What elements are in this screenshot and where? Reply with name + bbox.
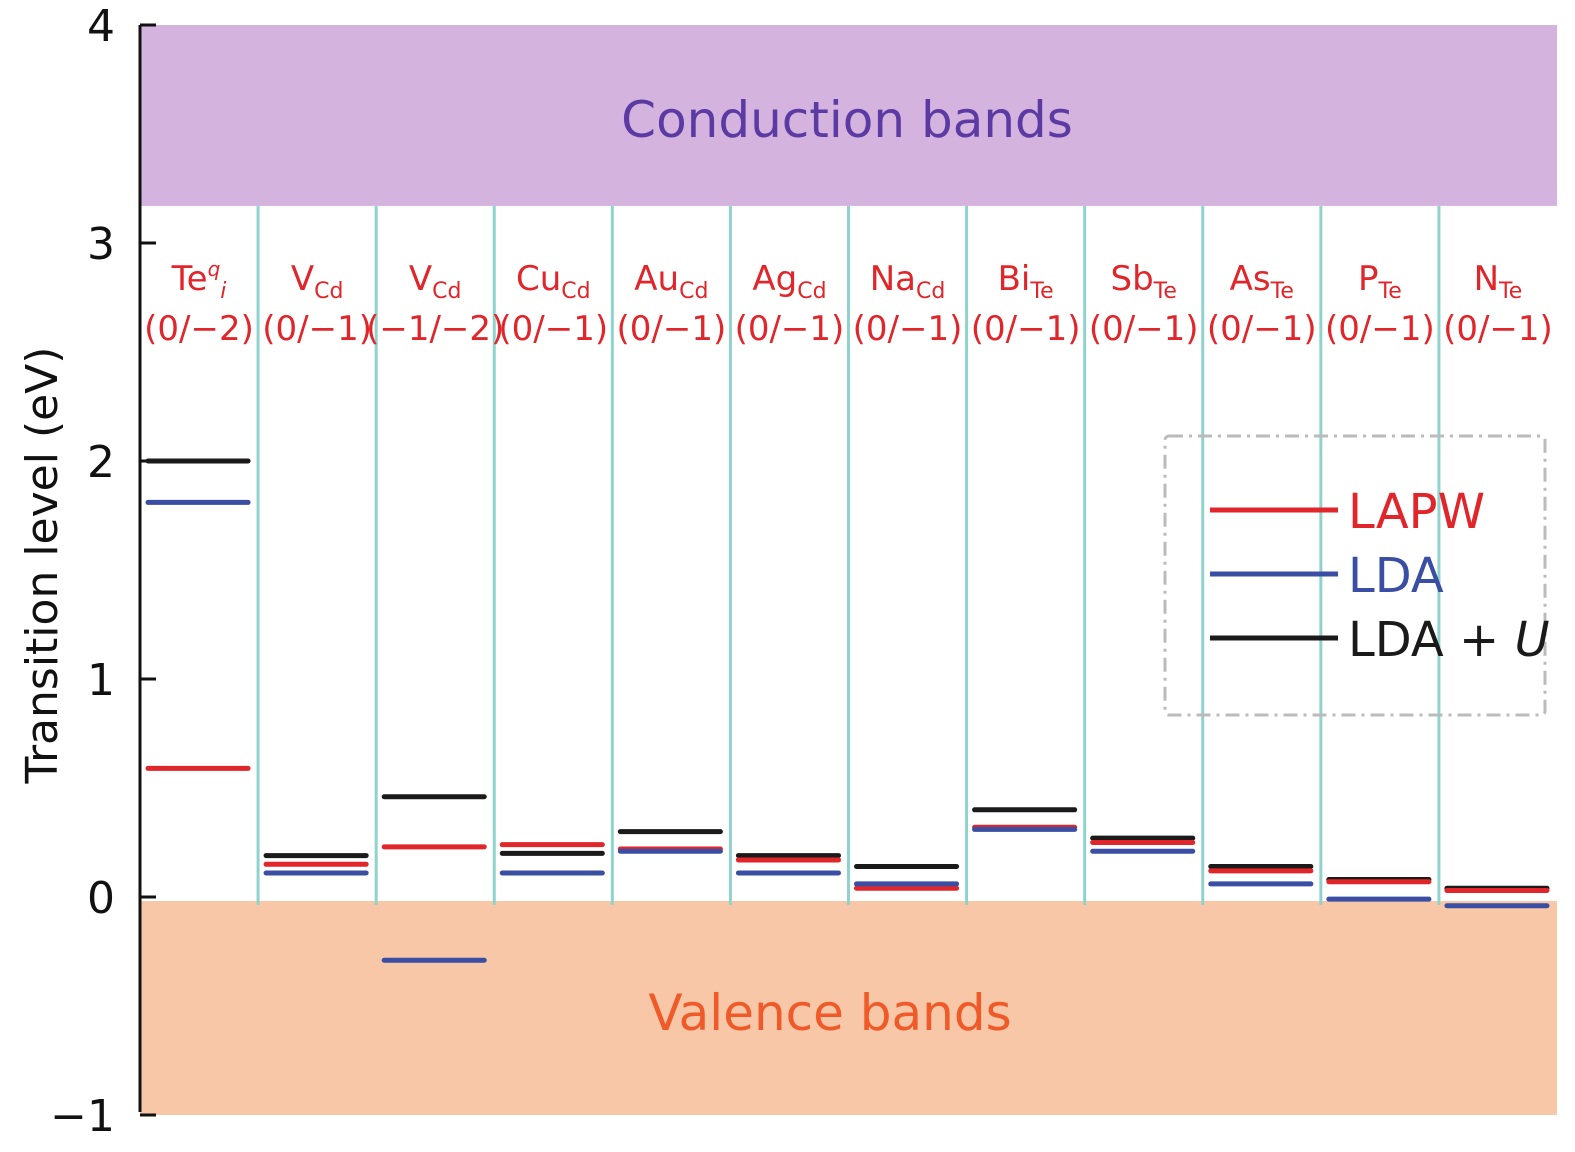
category-label: Teqi: [171, 257, 227, 304]
valence-band-label: Valence bands: [648, 984, 1011, 1042]
category-label: NaCd: [870, 259, 946, 304]
transition-label: (0/−1): [1207, 309, 1317, 349]
transition-label: (0/−1): [735, 309, 845, 349]
y-axis-label: Transition level (eV): [17, 347, 68, 785]
y-tick-label: 4: [87, 1, 115, 52]
transition-label: (0/−1): [1325, 309, 1435, 349]
conduction-band: [140, 25, 1557, 206]
legend-label: LDA: [1348, 548, 1444, 604]
category-label: VCd: [409, 259, 462, 304]
transition-label: (0/−1): [498, 309, 608, 349]
y-tick-label: 3: [87, 219, 115, 270]
transition-label: (0/−1): [617, 309, 727, 349]
valence-band: [140, 901, 1557, 1115]
category-label: AsTe: [1230, 259, 1294, 304]
category-label: BiTe: [998, 259, 1054, 304]
category-label: PTe: [1358, 259, 1402, 304]
transition-label: (0/−1): [262, 309, 372, 349]
y-tick-label: 2: [87, 437, 115, 488]
transition-label: (−1/−2): [366, 309, 504, 349]
legend-box: [1163, 434, 1547, 717]
conduction-band-label: Conduction bands: [621, 91, 1073, 149]
transition-label: (0/−1): [1089, 309, 1199, 349]
category-label: AgCd: [752, 259, 826, 304]
category-label: NTe: [1474, 259, 1523, 304]
category-label: VCd: [291, 259, 344, 304]
category-label: AuCd: [634, 259, 708, 304]
y-tick-label: 1: [87, 655, 115, 706]
category-label: CuCd: [516, 259, 591, 304]
legend-label: LDA + U: [1348, 612, 1550, 668]
legend-label: LAPW: [1348, 484, 1485, 540]
transition-label: (0/−1): [1443, 309, 1553, 349]
transition-label: (0/−1): [971, 309, 1081, 349]
transition-label: (0/−2): [144, 309, 254, 349]
transition-label: (0/−1): [853, 309, 963, 349]
y-tick-label: −1: [50, 1091, 115, 1142]
category-label: SbTe: [1110, 259, 1176, 304]
y-tick-label: 0: [87, 873, 115, 924]
